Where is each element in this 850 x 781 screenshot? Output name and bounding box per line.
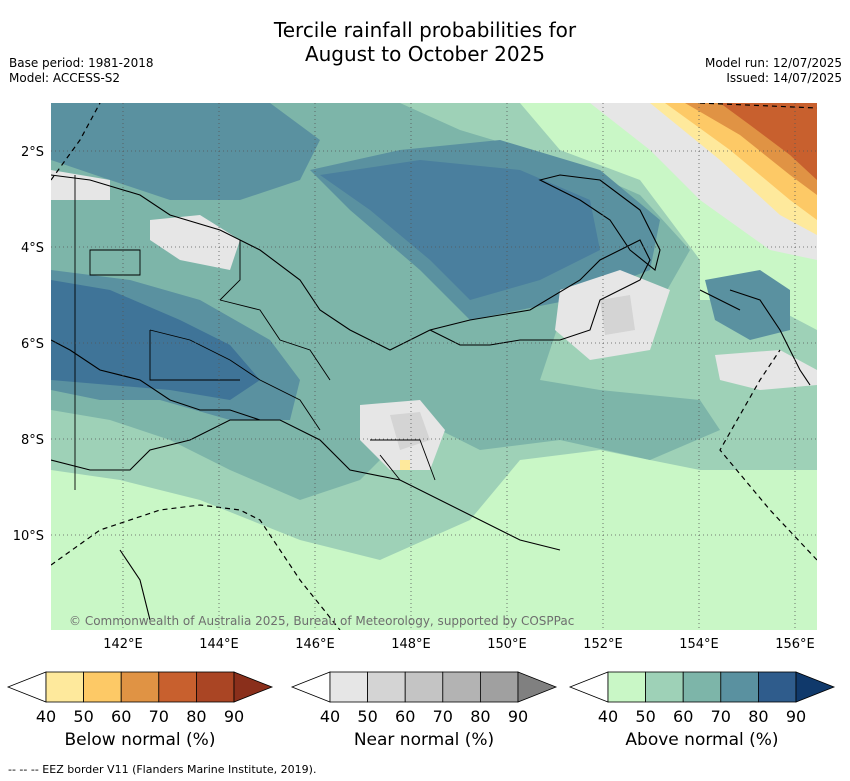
below-normal-40-50-region bbox=[400, 460, 410, 470]
map-title: Tercile rainfall probabilities for Augus… bbox=[0, 18, 850, 66]
colorbar-tick-label: 60 bbox=[111, 707, 131, 726]
colorbar-tick-label: 70 bbox=[711, 707, 731, 726]
lon-label: 146°E bbox=[295, 637, 335, 652]
colorbar-over-triangle bbox=[233, 671, 274, 703]
near-normal-50-60-region bbox=[600, 295, 635, 335]
run-info: Model run: 12/07/2025 Issued: 14/07/2025 bbox=[705, 56, 842, 86]
near-normal-40-50-region bbox=[51, 170, 110, 200]
colorbar-over-triangle bbox=[517, 671, 558, 703]
lat-label: 8°S bbox=[21, 433, 44, 448]
colorbar-over-triangle bbox=[795, 671, 836, 703]
above-normal-70-80-region bbox=[705, 270, 790, 340]
colorbar-legends: 40 50 60 70 80 90 40 50 60 70 80 90 40 50 60 70 80 90 bbox=[6, 671, 836, 726]
colorbar-segment bbox=[645, 671, 684, 703]
near-normal-40-50-region bbox=[590, 103, 817, 260]
title-line-1: Tercile rainfall probabilities for bbox=[273, 18, 577, 42]
above-normal-label: Above normal (%) bbox=[625, 730, 779, 750]
colorbar-tick-label: 70 bbox=[149, 707, 169, 726]
colorbar-segment bbox=[45, 671, 84, 703]
colorbar-segment bbox=[367, 671, 406, 703]
colorbar-tick-label: 90 bbox=[224, 707, 244, 726]
model-run-date: Model run: 12/07/2025 bbox=[704, 56, 842, 70]
colorbar-segment bbox=[720, 671, 759, 703]
lon-label: 152°E bbox=[583, 637, 623, 652]
base-period: Base period: 1981-2018 bbox=[9, 56, 154, 70]
colorbar-tick-label: 80 bbox=[470, 707, 490, 726]
colorbar-segment bbox=[329, 671, 368, 703]
below-normal-label: Below normal (%) bbox=[64, 730, 216, 750]
lat-label: 6°S bbox=[21, 337, 44, 352]
latitude-labels: 2°S 4°S 6°S 8°S 10°S bbox=[13, 145, 44, 544]
coastlines bbox=[51, 174, 811, 621]
lat-label: 4°S bbox=[21, 241, 44, 256]
model-name: Model: ACCESS-S2 bbox=[9, 71, 121, 85]
lon-label: 144°E bbox=[199, 637, 239, 652]
lon-label: 156°E bbox=[775, 637, 815, 652]
colorbar: 40 50 60 70 80 90 bbox=[6, 671, 274, 726]
colorbar-segment bbox=[120, 671, 160, 703]
lon-label: 142°E bbox=[103, 637, 143, 652]
colorbar-tick-label: 80 bbox=[748, 707, 768, 726]
colorbar-tick-label: 80 bbox=[186, 707, 206, 726]
colorbar-under-triangle bbox=[6, 671, 47, 703]
colorbar: 40 50 60 70 80 90 bbox=[568, 671, 836, 726]
eez-borders bbox=[51, 103, 817, 630]
longitude-labels: 142°E 144°E 146°E 148°E 150°E 152°E 154°… bbox=[103, 637, 815, 652]
near-normal-label: Near normal (%) bbox=[353, 730, 495, 750]
colorbar-segment bbox=[158, 671, 197, 703]
lon-label: 154°E bbox=[679, 637, 719, 652]
colorbar-tick-label: 40 bbox=[320, 707, 340, 726]
colorbar-tick-label: 40 bbox=[36, 707, 56, 726]
province-borders bbox=[74, 175, 436, 490]
colorbar-segment bbox=[83, 671, 122, 703]
colorbar-segment bbox=[758, 671, 797, 703]
colorbar-under-triangle bbox=[568, 671, 609, 703]
above-normal-70-80-region bbox=[51, 103, 320, 200]
colorbar-tick-label: 40 bbox=[598, 707, 618, 726]
colorbar-tick-label: 70 bbox=[433, 707, 453, 726]
lat-label: 10°S bbox=[13, 529, 44, 544]
colorbar: 40 50 60 70 80 90 bbox=[290, 671, 558, 726]
colorbar-tick-label: 60 bbox=[395, 707, 415, 726]
eez-footnote: -- -- -- EEZ border V11 (Flanders Marine… bbox=[8, 763, 317, 776]
lat-label: 2°S bbox=[21, 145, 44, 160]
colorbar-segment bbox=[442, 671, 481, 703]
model-info: Base period: 1981-2018 Model: ACCESS-S2 bbox=[9, 56, 154, 86]
colorbar-under-triangle bbox=[290, 671, 331, 703]
colorbar-tick-label: 60 bbox=[673, 707, 693, 726]
colorbar-tick-label: 50 bbox=[73, 707, 93, 726]
colorbar-segment bbox=[479, 671, 519, 703]
above-normal-80-90-region bbox=[51, 280, 260, 400]
title-line-2: August to October 2025 bbox=[304, 42, 546, 66]
lon-label: 148°E bbox=[391, 637, 431, 652]
map-panel bbox=[51, 103, 817, 630]
colorbar-segment bbox=[682, 671, 722, 703]
colorbar-tick-label: 90 bbox=[786, 707, 806, 726]
colorbar-tick-label: 50 bbox=[357, 707, 377, 726]
lon-label: 150°E bbox=[487, 637, 527, 652]
colorbar-segment bbox=[607, 671, 646, 703]
issued-date: Issued: 14/07/2025 bbox=[726, 71, 842, 85]
above-normal-80-90-region bbox=[320, 160, 600, 300]
colorbar-tick-label: 50 bbox=[635, 707, 655, 726]
colorbar-segment bbox=[404, 671, 444, 703]
colorbar-tick-label: 90 bbox=[508, 707, 528, 726]
colorbar-segment bbox=[195, 671, 235, 703]
below-normal-70-80-region bbox=[720, 103, 817, 180]
copyright-notice: © Commonwealth of Australia 2025, Bureau… bbox=[69, 614, 575, 628]
